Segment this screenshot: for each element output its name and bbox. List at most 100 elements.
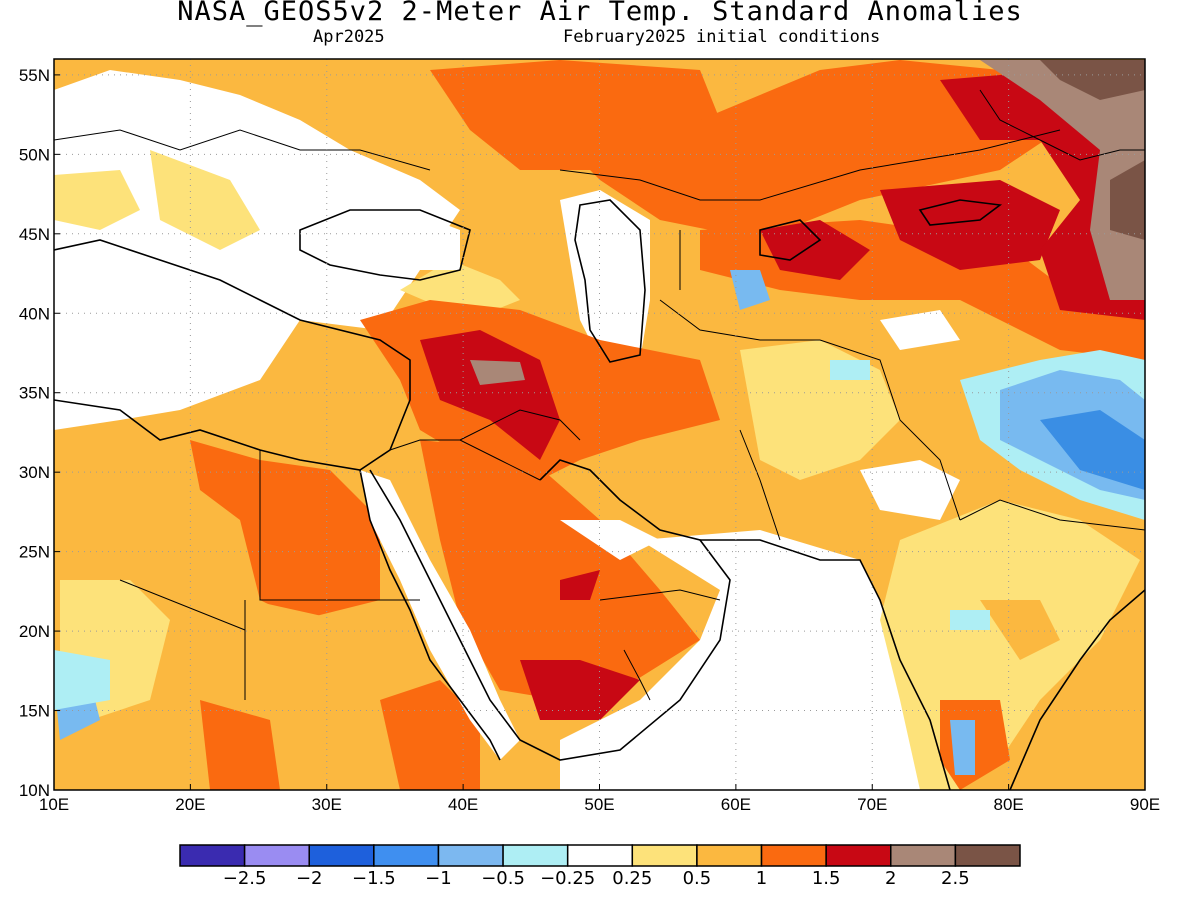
colorbar-label: −2.5 [222, 868, 267, 889]
strong-warm-ethiopia [380, 680, 480, 790]
very-warm-najd [560, 570, 600, 600]
saudi-border [599, 589, 721, 601]
colorbar-label: −0.5 [481, 868, 525, 889]
arabia-coast [369, 459, 731, 761]
extreme-warm-mesopotamia [470, 360, 525, 385]
very-warm-aral [760, 220, 870, 280]
colorbar-swatch [760, 844, 827, 867]
colorbar-label: −1 [425, 868, 452, 889]
yemen-oman-border [623, 649, 651, 701]
colorbar-label: −2 [295, 868, 323, 889]
lat-tick-label: 30N [19, 463, 50, 482]
colorbar-label: −1.5 [351, 868, 396, 889]
weak-warm-balkans [150, 150, 260, 250]
lat-tick-label: 25N [19, 543, 50, 562]
colorbar-swatch [373, 844, 440, 867]
lon-tick-label: 70E [857, 795, 887, 814]
lat-tick-label: 45N [19, 225, 50, 244]
lon-tick-label: 10E [39, 795, 69, 814]
colorbar-swatch [437, 844, 504, 867]
colorbar-swatch [696, 844, 763, 867]
weak-warm-turkey [400, 260, 520, 320]
strong-warm-south-sudan [200, 700, 280, 790]
weak-cool-west-africa [54, 650, 110, 710]
caspian-coast [574, 199, 646, 363]
very-warm-yemen [520, 660, 640, 720]
anomaly-field [54, 59, 1145, 790]
warm-libya [54, 470, 180, 580]
iraq-border [459, 409, 581, 441]
lon-tick-label: 50E [584, 795, 614, 814]
lat-tick-label: 40N [19, 304, 50, 323]
warm-sudan [250, 600, 400, 760]
mediterranean-coast [54, 239, 411, 471]
valid-month-label: Apr2025 [313, 27, 385, 47]
colorbar-label: 1.5 [811, 868, 841, 889]
borders [54, 89, 1145, 701]
colorbar-label: 2.5 [941, 868, 970, 889]
cool-uzbekistan [730, 270, 770, 310]
red-sea-neutral [360, 470, 520, 760]
himalaya-border [959, 499, 1145, 531]
africa-red-sea-coast [359, 469, 501, 761]
europe-borders [54, 129, 431, 171]
colorbar-label: 0.25 [612, 868, 653, 889]
lat-axis: 55N 50N 45N 40N 35N 30N 25N 20N 15N 10N [19, 66, 60, 800]
neutral-pakistan [860, 460, 960, 520]
aral-coast [759, 219, 822, 261]
colorbar-swatch [890, 844, 957, 867]
colorbar-swatch [308, 844, 375, 867]
colorbar-swatch [179, 844, 246, 867]
cool-south-india [950, 720, 975, 775]
extreme-warm-altai [980, 60, 1145, 300]
lon-tick-label: 60E [721, 795, 751, 814]
colorbar-label: 1 [755, 868, 768, 889]
iran-pakistan-border [739, 429, 781, 541]
weak-warm-italy [54, 170, 140, 230]
chad-libya-border [119, 579, 246, 631]
black-sea-coast [299, 209, 471, 281]
colorbar-label: −0.25 [540, 868, 596, 889]
lat-tick-label: 35N [19, 384, 50, 403]
lon-axis: 10E 20E 30E 40E 50E 60E 70E 80E 90E [39, 784, 1160, 814]
india-west-coast [700, 539, 951, 790]
lat-tick-label: 15N [19, 702, 50, 721]
lon-tick-label: 90E [1130, 795, 1160, 814]
persian-gulf-neutral [560, 520, 660, 560]
colorbar-swatch [243, 844, 310, 867]
lat-tick-label: 20N [19, 622, 50, 641]
iran-turkmen-border [659, 299, 820, 341]
colorbar-label: 0.5 [682, 868, 712, 889]
india-east-coast [1009, 589, 1145, 790]
lat-tick-label: 55N [19, 66, 50, 85]
colorbar-label: 2 [885, 868, 897, 889]
balkhash-coast [918, 199, 1003, 226]
colorbar-swatch [631, 844, 698, 867]
caspian-neutral [560, 190, 650, 360]
colorbar-swatch [566, 844, 634, 867]
lon-tick-label: 30E [312, 795, 342, 814]
coastlines [54, 199, 1145, 790]
colorbar-swatch [825, 844, 892, 867]
lon-tick-label: 40E [448, 795, 478, 814]
chart-title: NASA_GEOS5v2 2-Meter Air Temp. Standard … [177, 0, 1023, 27]
weak-cool-tajikistan [830, 360, 870, 380]
lat-tick-label: 10N [19, 781, 50, 800]
very-warm-balkhash [880, 180, 1060, 270]
russia-kazakh-border [559, 129, 1061, 201]
very-warm-iraq [420, 330, 560, 460]
strong-warm-arabia [420, 440, 700, 700]
strong-warm-egypt [190, 440, 380, 620]
colorbar [179, 844, 1021, 867]
warm-central-india [980, 600, 1060, 660]
extreme-warm-north [1040, 60, 1145, 100]
pakistan-border [819, 339, 961, 521]
init-conditions-label: February2025 initial conditions [563, 27, 881, 47]
lat-tick-label: 50N [19, 145, 50, 164]
lon-tick-label: 20E [175, 795, 205, 814]
mongolia-border [979, 89, 1145, 161]
colorbar-swatch [954, 844, 1021, 867]
strong-cool-tibet [1040, 410, 1145, 490]
arabian-sea-neutral [560, 530, 940, 790]
